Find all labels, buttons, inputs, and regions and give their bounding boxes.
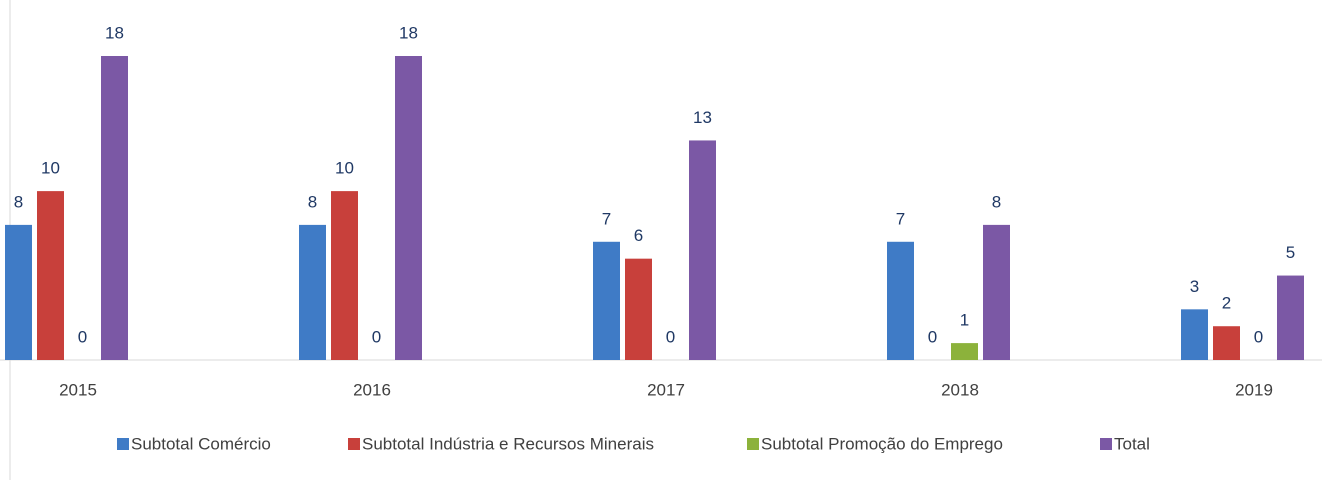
- bar: [689, 140, 716, 360]
- x-tick-label: 2019: [1235, 380, 1273, 399]
- bar: [625, 258, 652, 360]
- value-label: 5: [1286, 243, 1295, 262]
- value-label: 0: [666, 327, 675, 346]
- value-label: 18: [399, 23, 418, 42]
- value-label: 7: [896, 209, 905, 228]
- bar: [395, 56, 422, 360]
- value-label: 1: [960, 311, 969, 330]
- value-label: 0: [78, 327, 87, 346]
- value-label: 3: [1190, 277, 1199, 296]
- value-label: 18: [105, 23, 124, 42]
- bar: [299, 224, 326, 360]
- bar: [887, 241, 914, 360]
- legend-label: Subtotal Comércio: [131, 434, 271, 453]
- value-label: 8: [14, 192, 23, 211]
- bar: [951, 343, 978, 360]
- value-label: 0: [1254, 327, 1263, 346]
- value-label: 7: [602, 209, 611, 228]
- legend-swatch: [348, 438, 360, 450]
- bar: [983, 224, 1010, 360]
- value-label: 10: [335, 159, 354, 178]
- value-label: 0: [928, 327, 937, 346]
- value-label: 0: [372, 327, 381, 346]
- bar: [593, 241, 620, 360]
- value-label: 13: [693, 108, 712, 127]
- x-tick-label: 2016: [353, 380, 391, 399]
- legend-label: Subtotal Indústria e Recursos Minerais: [362, 434, 654, 453]
- bar: [1181, 309, 1208, 360]
- bar: [37, 191, 64, 360]
- bar: [5, 224, 32, 360]
- x-tick-label: 2015: [59, 380, 97, 399]
- value-label: 2: [1222, 294, 1231, 313]
- chart-frame: [9, 0, 11, 480]
- legend-swatch: [117, 438, 129, 450]
- value-label: 8: [308, 192, 317, 211]
- bar: [101, 56, 128, 360]
- value-label: 10: [41, 159, 60, 178]
- legend-swatch: [747, 438, 759, 450]
- legend-swatch: [1100, 438, 1112, 450]
- bar: [331, 191, 358, 360]
- legend-label: Total: [1114, 434, 1150, 453]
- legend-label: Subtotal Promoção do Emprego: [761, 434, 1003, 453]
- bar: [1277, 275, 1304, 360]
- x-tick-label: 2018: [941, 380, 979, 399]
- x-tick-label: 2017: [647, 380, 685, 399]
- value-label: 8: [992, 192, 1001, 211]
- bar: [1213, 326, 1240, 360]
- value-label: 6: [634, 226, 643, 245]
